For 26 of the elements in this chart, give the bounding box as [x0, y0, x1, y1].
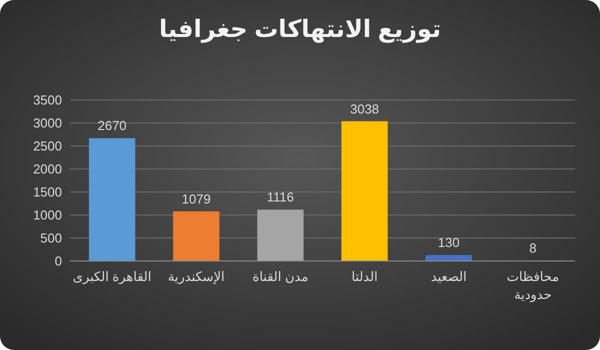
bar [257, 210, 304, 261]
x-tick-label: الصعيد [430, 269, 467, 284]
data-label: 130 [438, 235, 460, 250]
y-tick-label: 2500 [33, 138, 62, 154]
y-tick-label: 3000 [33, 116, 62, 131]
data-label: 8 [529, 240, 537, 256]
y-tick-label: 0 [54, 254, 62, 269]
x-tick-label: مدن القناة [252, 269, 308, 284]
bar [426, 255, 472, 261]
bar [88, 138, 136, 261]
y-tick-label: 1500 [33, 184, 62, 200]
bar [341, 121, 388, 261]
y-tick-label: 2000 [33, 162, 62, 177]
data-label: 1116 [266, 190, 294, 205]
y-tick-label: 1000 [33, 208, 62, 223]
y-tick-label: 3500 [33, 92, 62, 108]
bar [173, 211, 220, 261]
chart-title: توزيع الانتهاكات جغرافيا [159, 16, 441, 43]
x-tick-label: محافظات حدودية [506, 269, 560, 303]
x-tick-label: الدلتا [351, 269, 378, 284]
data-label: 3038 [350, 101, 380, 116]
y-tick-label: 500 [40, 230, 62, 246]
data-label: 2670 [98, 118, 127, 134]
data-label: 1079 [182, 191, 211, 206]
x-tick-label: القاهرة الكبرى [72, 269, 152, 285]
x-tick-label: الإسكندرية [168, 269, 225, 285]
